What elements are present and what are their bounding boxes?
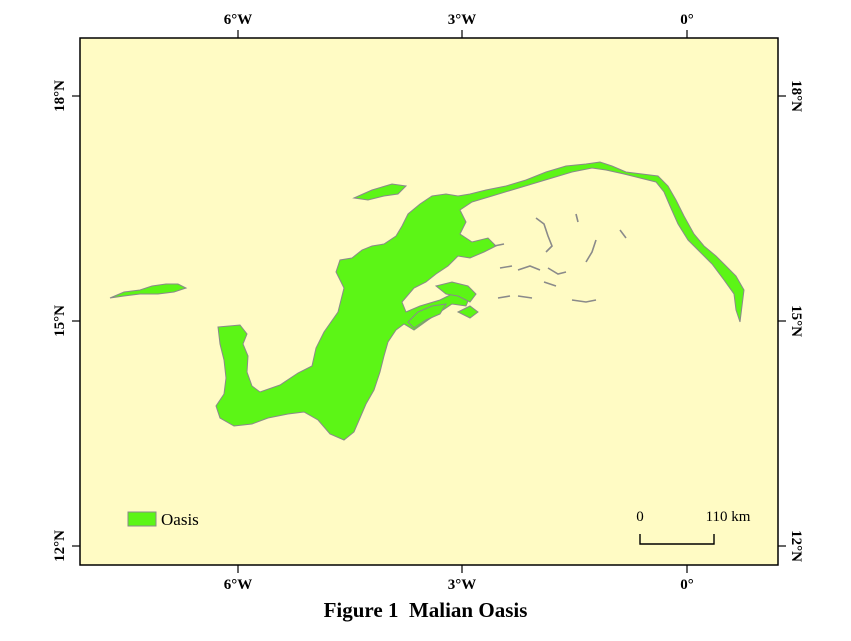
oasis-west-patch xyxy=(109,283,188,299)
legend-label: Oasis xyxy=(161,510,199,529)
oasis-lake-3 xyxy=(456,305,479,319)
scale-bar: 0 110 km xyxy=(636,509,751,545)
lon-label-bottom-6w: 6°W xyxy=(224,577,253,593)
scale-bar-end-label: 110 km xyxy=(706,509,751,525)
figure-caption: Figure 1 Malian Oasis xyxy=(323,598,528,622)
scale-bar-start-label: 0 xyxy=(636,509,644,525)
lat-label-right-18n: 18°N xyxy=(788,80,804,112)
lat-label-left-18n: 18°N xyxy=(52,80,68,112)
lat-label-left-15n: 15°N xyxy=(52,305,68,337)
oasis-lake-1 xyxy=(407,303,447,329)
lon-label-top-6w: 6°W xyxy=(224,12,253,28)
lat-label-left-12n: 12°N xyxy=(52,530,68,562)
oasis-inner-delta xyxy=(215,161,745,441)
lat-label-right-12n: 12°N xyxy=(788,530,804,562)
map-frame xyxy=(79,37,779,566)
legend-swatch xyxy=(127,511,157,527)
lon-label-top-3w: 3°W xyxy=(448,12,477,28)
lon-label-top-0: 0° xyxy=(680,12,694,28)
lat-label-right-15n: 15°N xyxy=(788,305,804,337)
oasis-northwest-arm xyxy=(352,183,408,201)
oasis-small-features xyxy=(493,213,627,303)
legend: Oasis xyxy=(127,510,199,529)
lat-ticks xyxy=(72,95,786,547)
lon-ticks xyxy=(237,30,688,573)
scale-bar-line xyxy=(639,534,715,545)
oasis-lake-2 xyxy=(434,281,477,303)
lon-label-bottom-0: 0° xyxy=(680,577,694,593)
lon-label-bottom-3w: 3°W xyxy=(448,577,477,593)
